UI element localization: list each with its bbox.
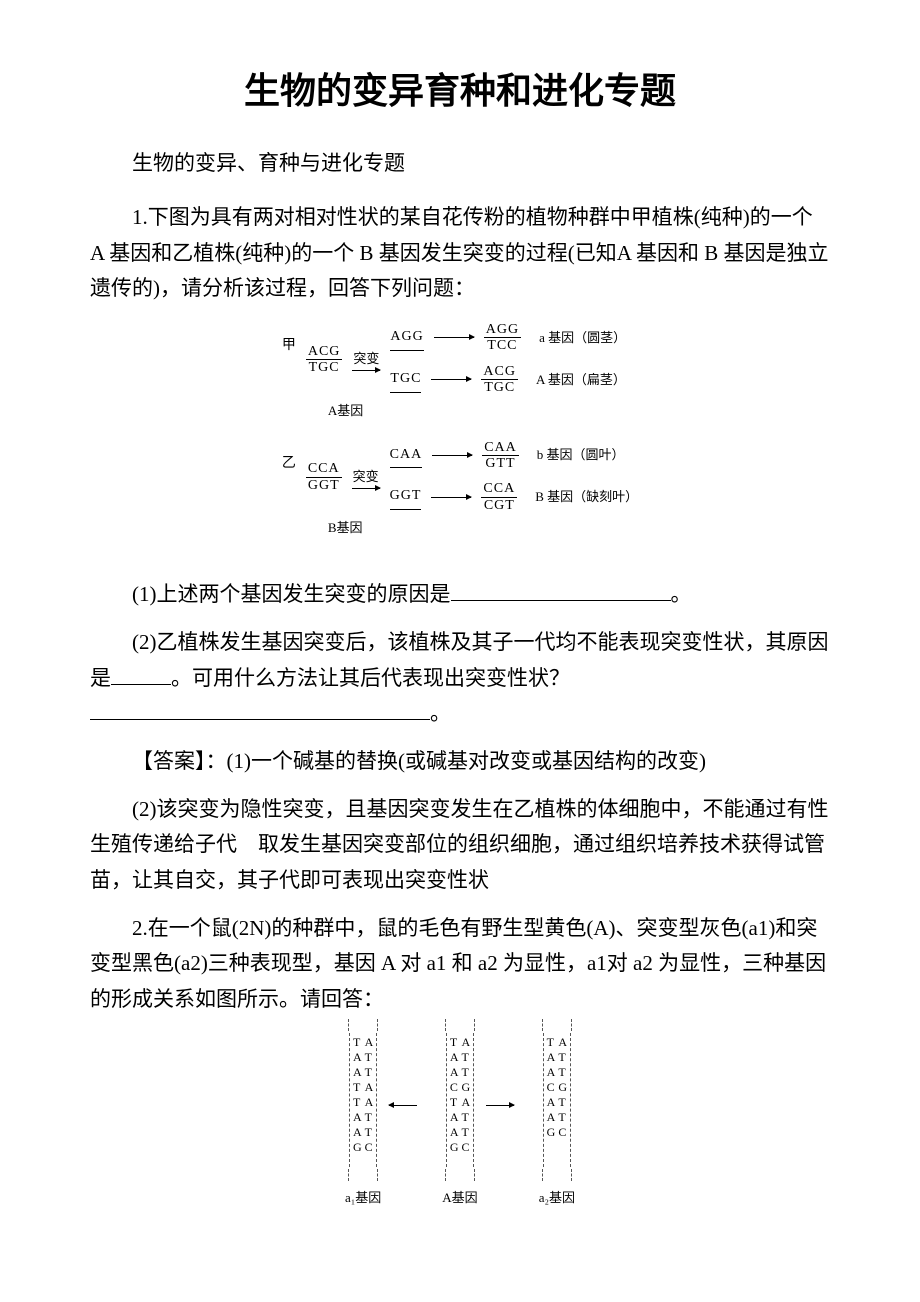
arrow-icon [431, 379, 471, 380]
yi-label: 乙 [282, 440, 296, 476]
seq-A-left: TAACTAAG [450, 1035, 459, 1165]
jia-label: 甲 [282, 322, 296, 358]
q1-intro: 1.下图为具有两对相对性状的某自花传粉的植物种群中甲植株(纯种)的一个 A 基因… [90, 200, 830, 307]
gene-label: A 基因（扁茎） [536, 369, 626, 391]
q1-part1: (1)上述两个基因发生突变的原因是。 [90, 577, 830, 613]
q1-answer1: 【答案】：(1)一个碱基的替换(或碱基对改变或基因结构的改变) [90, 744, 830, 780]
seq: CAA [482, 440, 519, 456]
gene-label: a 基因（圆茎） [539, 327, 626, 349]
seq: TGC [306, 360, 343, 375]
seq-A-right: ATTGATTC [461, 1035, 470, 1165]
q1-part2: (2)乙植株发生基因突变后，该植株及其子一代均不能表现突变性状，其原因是。可用什… [90, 625, 830, 732]
seq: GGT [390, 484, 422, 510]
blank-line [111, 663, 171, 685]
arrow-icon [431, 497, 471, 498]
seq: AGG [484, 322, 521, 338]
gene-a-label: A基因 [306, 400, 626, 422]
q2-intro: 2.在一个鼠(2N)的种群中，鼠的毛色有野生型黄色(A)、突变型灰色(a1)和突… [90, 911, 830, 1018]
arrow-left-icon [389, 1105, 417, 1106]
seq: GGT [306, 478, 342, 493]
arrow-icon [434, 337, 474, 338]
seq: ACG [481, 364, 518, 380]
arrow-icon [432, 455, 472, 456]
document-title: 生物的变异育种和进化专题 [90, 60, 830, 121]
arrow-icon [352, 370, 380, 371]
seq-a1-right: ATTAATTC [365, 1035, 374, 1165]
q1-answer2: (2)该突变为隐性突变，且基因突变发生在乙植株的体细胞中，不能通过有性生殖传递给… [90, 792, 830, 899]
arrow-icon [352, 488, 380, 489]
gene-b-label: B基因 [306, 517, 638, 539]
seq-a2-right: ATTGTTC [558, 1035, 567, 1165]
a2-gene-label: a₂基因 [539, 1187, 575, 1209]
blank-line [90, 698, 430, 720]
arrow-right-icon [486, 1105, 514, 1106]
seq: TGC [481, 380, 518, 395]
a1-gene-label: a₁基因 [345, 1187, 381, 1209]
seq-a1-left: TAATTAAG [353, 1035, 362, 1165]
seq: GTT [482, 456, 519, 471]
seq: CAA [390, 443, 423, 469]
a-gene-label: A基因 [442, 1187, 477, 1209]
q2-diagram: TAATTAAG ATTAATTC a₁基因 TAACTAAG ATTGATTC… [90, 1033, 830, 1209]
seq: CCA [481, 481, 517, 497]
seq: CCA [306, 461, 342, 477]
document-subtitle: 生物的变异、育种与进化专题 [90, 146, 830, 182]
seq: AGG [390, 325, 423, 351]
q1-diagram: 甲 ACG TGC 突变 AGG [90, 322, 830, 557]
seq: ACG [306, 344, 343, 360]
seq-a2-left: TAACAAG [547, 1035, 556, 1165]
gene-label: B 基因（缺刻叶） [535, 486, 638, 508]
seq: TGC [390, 367, 421, 393]
gene-label: b 基因（圆叶） [537, 444, 625, 466]
seq: CGT [481, 498, 517, 513]
seq: TCC [484, 338, 521, 353]
blank-line [451, 579, 671, 601]
